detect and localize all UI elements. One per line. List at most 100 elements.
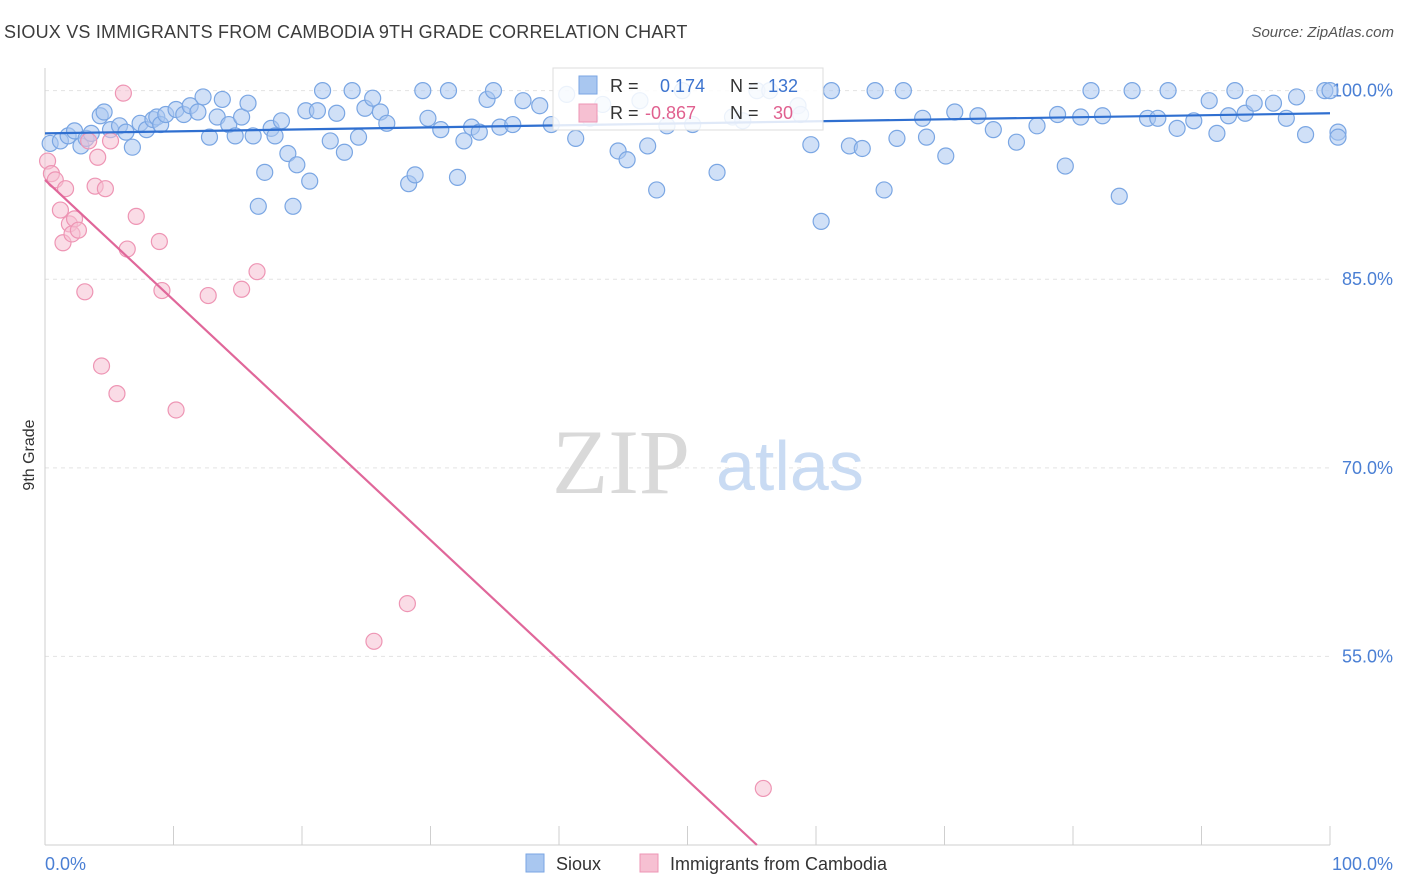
- sioux-point: [244, 127, 262, 145]
- chart-title: SIOUX VS IMMIGRANTS FROM CAMBODIA 9TH GR…: [4, 22, 688, 42]
- sioux-point: [308, 102, 327, 120]
- sioux-point: [432, 121, 450, 139]
- cambodia-point: [92, 357, 111, 375]
- y-tick-label: 70.0%: [1342, 458, 1393, 478]
- sioux-point: [226, 127, 244, 145]
- cambodia-point: [108, 385, 126, 403]
- cambodia-point: [96, 180, 114, 198]
- legend-sioux-swatch: [525, 853, 545, 873]
- sioux-point: [95, 103, 113, 121]
- cambodia-point: [754, 779, 772, 798]
- sioux-point: [349, 128, 368, 146]
- sioux-point: [414, 82, 432, 100]
- sioux-point: [802, 136, 820, 154]
- cambodia-point: [101, 132, 120, 150]
- sioux-point: [301, 172, 319, 190]
- sioux-point: [249, 197, 267, 215]
- sioux-point: [1264, 94, 1283, 112]
- sioux-point: [639, 137, 657, 155]
- sioux-point: [1287, 88, 1306, 106]
- sioux-point: [917, 128, 936, 146]
- sioux-point: [288, 156, 306, 174]
- watermark-zip: ZIP: [552, 411, 690, 513]
- y-tick-label: 100.0%: [1332, 81, 1393, 101]
- cambodia-r-label: R =: [610, 103, 639, 123]
- sioux-point: [969, 107, 987, 125]
- sioux-point: [866, 82, 884, 100]
- sioux-point: [272, 112, 291, 130]
- legend: Sioux Immigrants from Cambodia: [525, 853, 888, 874]
- sioux-point: [266, 127, 284, 145]
- cambodia-point: [56, 180, 75, 198]
- sioux-point: [470, 123, 488, 141]
- cambodia-n-label: N =: [730, 103, 759, 123]
- cambodia-n-value: 30: [773, 103, 793, 123]
- cambodia-point: [69, 221, 88, 239]
- cambodia-point: [51, 201, 70, 219]
- sioux-point: [1168, 119, 1186, 137]
- sioux-point: [123, 138, 141, 156]
- cambodia-point: [80, 132, 98, 150]
- sioux-point: [514, 92, 532, 110]
- legend-cambodia-label: Immigrants from Cambodia: [670, 854, 888, 874]
- sioux-point: [822, 82, 841, 100]
- cambodia-point: [114, 84, 132, 102]
- sioux-point: [1028, 117, 1046, 135]
- sioux-point: [321, 132, 339, 150]
- sioux-point: [853, 139, 871, 158]
- sioux-r-label: R =: [610, 76, 639, 96]
- sioux-point: [1226, 82, 1244, 100]
- sioux-point: [1149, 109, 1167, 127]
- cambodia-point: [76, 283, 94, 301]
- sioux-point: [328, 104, 346, 122]
- sioux-point: [1082, 82, 1100, 100]
- sioux-point: [189, 103, 207, 121]
- sioux-point: [1159, 82, 1177, 100]
- sioux-point: [419, 109, 437, 127]
- cambodia-point: [167, 401, 185, 419]
- sioux-point: [313, 82, 332, 100]
- source-credit: Source: ZipAtlas.com: [1251, 24, 1394, 41]
- x-tick-label: 100.0%: [1332, 854, 1393, 874]
- sioux-point: [213, 90, 231, 109]
- cambodia-point: [365, 632, 383, 650]
- cambodia-trend-line: [44, 179, 758, 846]
- cambodia-point: [199, 286, 217, 305]
- y-axis-label: 9th Grade: [21, 419, 38, 490]
- cambodia-point: [398, 595, 416, 613]
- legend-sioux-label: Sioux: [556, 854, 601, 874]
- cambodia-r-value: -0.867: [645, 103, 696, 123]
- sioux-point: [448, 168, 467, 186]
- sioux-point: [567, 129, 585, 148]
- sioux-stats-swatch: [578, 75, 598, 95]
- grid: [45, 90, 1330, 657]
- stats-box-frame: [552, 67, 824, 131]
- sioux-point: [504, 115, 522, 134]
- sioux-point: [937, 147, 955, 165]
- sioux-point: [455, 132, 473, 150]
- watermark: ZIP atlas: [552, 411, 864, 513]
- sioux-point: [279, 144, 297, 163]
- sioux-point: [1329, 128, 1347, 146]
- x-tick-label: 0.0%: [45, 854, 86, 874]
- sioux-point: [1110, 187, 1128, 205]
- sioux-point: [343, 82, 361, 100]
- sioux-point: [233, 108, 251, 126]
- cambodia-stats-swatch: [578, 103, 598, 123]
- sioux-point: [1200, 92, 1218, 110]
- sioux-point: [239, 94, 257, 112]
- sioux-point: [335, 143, 354, 161]
- sioux-n-value: 132: [768, 76, 798, 96]
- sioux-point: [946, 103, 964, 121]
- y-tick-label: 55.0%: [1342, 646, 1393, 666]
- cambodia-points: [38, 84, 772, 798]
- sioux-point: [708, 163, 726, 181]
- stats-box: R = 0.174 N = 132 R = -0.867 N = 30: [552, 67, 824, 131]
- cambodia-point: [248, 263, 266, 281]
- sioux-point: [1048, 105, 1067, 124]
- sioux-point: [984, 121, 1002, 139]
- y-axis-tick-labels: 55.0% 70.0% 85.0% 100.0%: [1332, 81, 1393, 667]
- sioux-point: [1007, 133, 1026, 151]
- sioux-point: [200, 128, 219, 146]
